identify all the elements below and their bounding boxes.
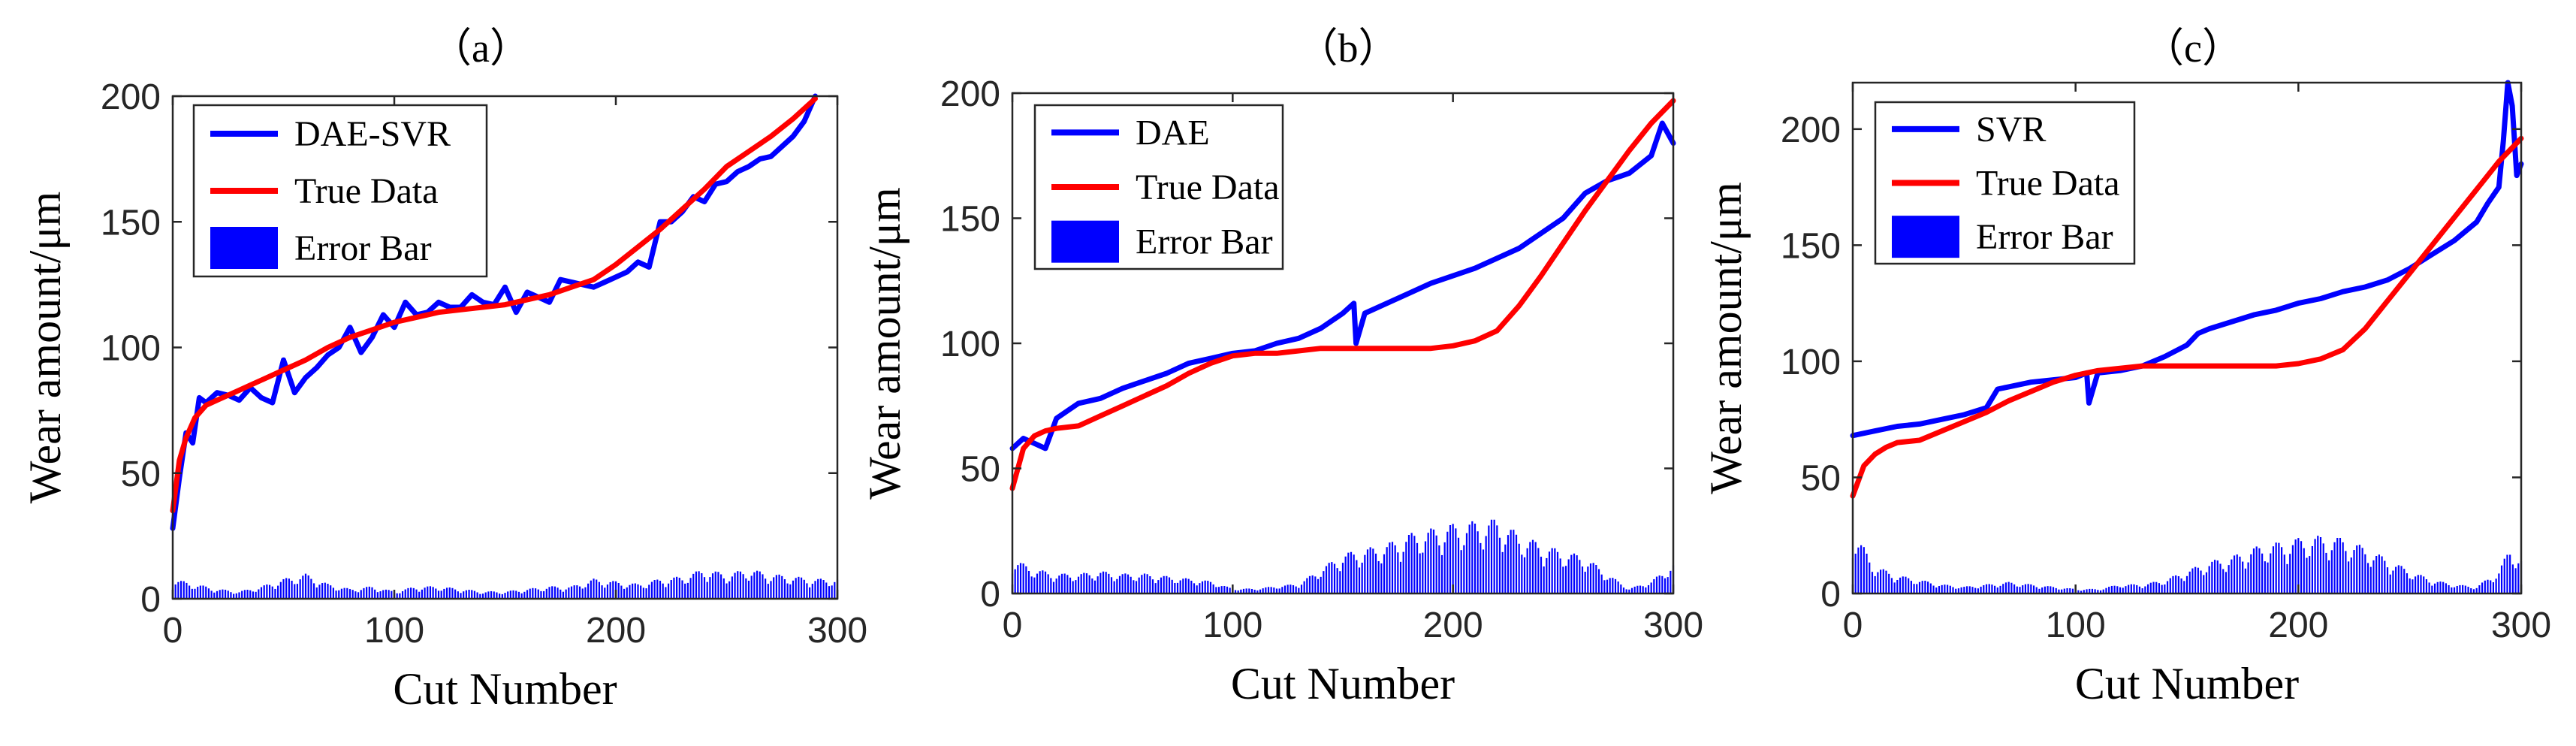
prediction-series-line: [1850, 80, 2524, 439]
legend-entry-label: SVR: [1976, 110, 2046, 150]
x-tick-label: 100: [1202, 606, 1262, 645]
legend-entry-label: DAE: [1136, 113, 1210, 153]
x-axis-label: Cut Number: [2075, 659, 2299, 708]
y-tick-label: 150: [1781, 226, 1841, 266]
legend-entry-label: Error Bar: [1976, 217, 2113, 257]
legend-entry-label: True Data: [1976, 164, 2120, 204]
y-tick-label: 100: [1781, 343, 1841, 382]
x-tick-label: 0: [1003, 606, 1023, 645]
y-tick-label: 100: [940, 325, 1000, 364]
legend-error-bar-swatch: [1051, 220, 1119, 263]
y-tick-label: 50: [1801, 458, 1841, 498]
panel-title: （b）: [1298, 26, 1399, 71]
x-tick-label: 300: [1643, 606, 1703, 645]
y-tick-label: 200: [101, 77, 161, 117]
error-bars: [171, 570, 839, 599]
y-tick-label: 0: [1820, 575, 1841, 615]
legend: DAE True Data Error Bar: [1033, 104, 1284, 270]
x-tick-label: 100: [2046, 606, 2106, 645]
y-tick-label: 100: [101, 329, 161, 369]
x-tick-label: 300: [807, 611, 867, 651]
x-tick-label: 200: [1423, 606, 1483, 645]
error-bars: [1851, 536, 2523, 593]
prediction-series-line: [1009, 120, 1676, 452]
x-axis-label: Cut Number: [1231, 659, 1455, 708]
true-data-series-line: [1850, 135, 2524, 499]
axis-frame: [1851, 81, 2523, 595]
legend-entry-label: True Data: [1136, 168, 1280, 207]
y-tick-label: 200: [940, 74, 1000, 114]
legend-error-bar-swatch: [210, 227, 278, 269]
y-tick-label: 50: [961, 450, 1000, 490]
true-data-series-line: [1009, 98, 1676, 491]
legend-entry-label: True Data: [294, 171, 439, 211]
y-axis-label: Wear amount/μm: [1701, 182, 1751, 494]
y-tick-label: 0: [980, 575, 1000, 615]
legend: SVR True Data Error Bar: [1874, 101, 2136, 265]
legend-entry-label: Error Bar: [294, 228, 432, 268]
x-tick-label: 0: [163, 611, 183, 651]
legend-error-bar-swatch: [1892, 216, 1959, 258]
panel-title: （c）: [2143, 26, 2243, 71]
y-axis-label: Wear amount/μm: [860, 187, 909, 500]
y-tick-label: 150: [940, 200, 1000, 240]
legend: DAE-SVR True Data Error Bar: [192, 104, 488, 278]
x-axis-label: Cut Number: [393, 664, 617, 714]
y-tick-label: 50: [121, 455, 161, 494]
error-bars: [1011, 519, 1675, 593]
true-data-series-line: [170, 95, 818, 514]
legend-entry-label: Error Bar: [1136, 222, 1273, 262]
x-tick-label: 200: [586, 611, 646, 651]
chart-panel-3: 0 100 200 300 0 50 100 150 200 Cut Number Wear amo…: [1701, 26, 2551, 708]
chart-panel-2: 0 100 200 300 0 50 100 150 200 Cut Number Wear amo…: [860, 26, 1703, 708]
chart-panel-1: 0 100 200 300 0 50 100 150 200 Cut Number Wear amo…: [20, 26, 867, 714]
y-tick-label: 0: [140, 580, 161, 620]
y-axis-label: Wear amount/μm: [20, 192, 70, 504]
y-tick-label: 200: [1781, 110, 1841, 150]
legend-entry-label: DAE-SVR: [294, 114, 451, 154]
x-tick-label: 0: [1843, 606, 1863, 645]
y-tick-label: 150: [101, 203, 161, 243]
x-tick-label: 300: [2491, 606, 2551, 645]
panel-title: （a）: [431, 26, 530, 71]
x-tick-label: 200: [2268, 606, 2328, 645]
x-tick-label: 100: [364, 611, 424, 651]
prediction-series-line: [170, 93, 818, 531]
